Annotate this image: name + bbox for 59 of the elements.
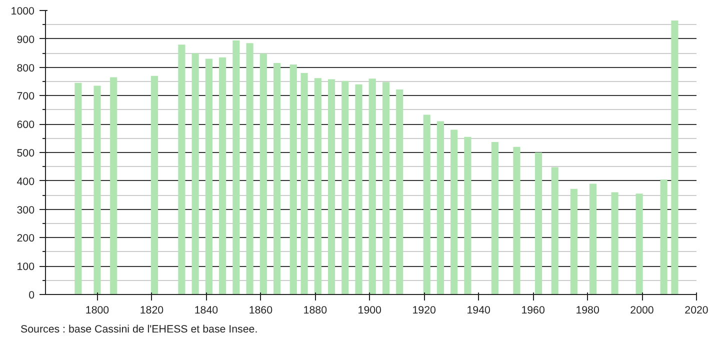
bar: [205, 58, 212, 294]
bar: [342, 80, 349, 294]
bar: [396, 89, 404, 294]
x-tick-label: 1880: [303, 304, 328, 316]
bar: [74, 82, 82, 294]
bar: [246, 43, 254, 294]
bar: [551, 167, 558, 294]
y-tick-label: 700: [16, 90, 35, 103]
x-tick-label: 2020: [684, 304, 708, 316]
bar: [660, 179, 668, 294]
y-tick-label: 300: [16, 204, 35, 216]
bar: [273, 63, 281, 294]
bar: [110, 77, 118, 294]
x-tick-label: 1900: [358, 304, 382, 316]
bar: [94, 86, 101, 294]
bar: [423, 114, 430, 294]
bar: [260, 54, 267, 294]
x-tick-label: 1840: [194, 304, 218, 316]
x-tick-label: 1960: [521, 304, 545, 316]
bar: [513, 146, 520, 294]
bar: [290, 64, 297, 294]
x-tick-label: 1920: [412, 304, 436, 316]
bar: [491, 142, 498, 294]
x-tick-label: 1820: [140, 304, 164, 316]
bar: [589, 184, 597, 294]
y-tick-label: 100: [16, 261, 35, 274]
y-tick-label: 800: [16, 62, 35, 74]
x-tick-label: 2000: [630, 304, 654, 316]
bar: [192, 53, 199, 294]
source-note: Sources : base Cassini de l'EHESS et base Insee.: [20, 324, 258, 336]
bar: [368, 78, 376, 294]
y-tick-label: 1000: [10, 6, 35, 18]
x-tick-label: 1940: [466, 304, 491, 316]
bar: [450, 130, 458, 294]
y-tick-label: 400: [16, 176, 35, 188]
bar: [382, 82, 390, 294]
bar: [355, 84, 362, 294]
bar: [150, 76, 158, 294]
x-tick-label: 1860: [248, 304, 273, 316]
bar: [671, 20, 678, 294]
bar: [314, 78, 322, 294]
bar: [178, 44, 186, 294]
y-tick-label: 0: [28, 290, 35, 302]
bar: [300, 72, 308, 294]
bar: [570, 188, 578, 294]
bar: [611, 192, 618, 294]
y-tick-label: 500: [16, 148, 35, 160]
y-tick-label: 200: [16, 232, 35, 245]
bar: [636, 194, 643, 294]
y-tick-label: 900: [16, 34, 35, 46]
x-tick-label: 1800: [85, 304, 110, 316]
x-tick-label: 1980: [576, 304, 600, 316]
bar: [232, 40, 240, 294]
bar: [464, 136, 472, 294]
bar: [328, 79, 336, 294]
bar: [219, 57, 226, 294]
bar: [534, 152, 542, 294]
y-tick-label: 600: [16, 119, 35, 132]
bar: [436, 121, 444, 294]
